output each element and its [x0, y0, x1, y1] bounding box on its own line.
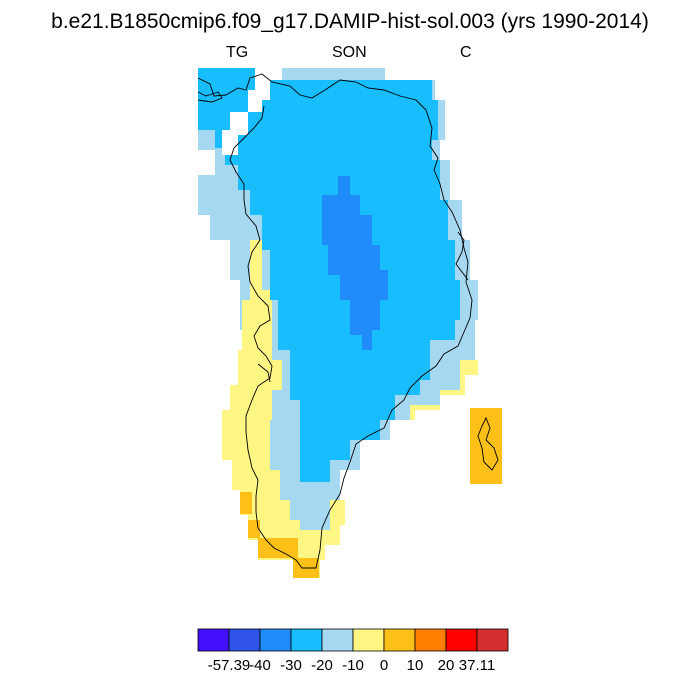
colorbar-tick-label: 10 — [407, 657, 424, 674]
plot-title: b.e21.B1850cmip6.f09_g17.DAMIP-hist-sol.… — [51, 10, 649, 33]
colorbar-tick-label: -30 — [280, 657, 302, 674]
season-label: SON — [332, 44, 367, 61]
units-label: C — [460, 44, 472, 61]
notch-nw-2 — [222, 112, 248, 155]
coastline-east-island — [477, 416, 499, 471]
region-orange-sw-1 — [240, 492, 252, 514]
notch-nw-3 — [198, 150, 215, 175]
colorbar-tick-label: -20 — [311, 657, 333, 674]
coastline-east-inlet — [455, 231, 469, 281]
coastline — [197, 73, 473, 569]
colorbar-tick-label: 20 — [438, 657, 455, 674]
colorbar-tick-label: 37.11 — [459, 657, 495, 674]
region-orange-south — [258, 538, 298, 558]
colorbar-swatch — [445, 628, 478, 652]
region-dark-blue — [322, 176, 388, 350]
colorbar-swatch — [228, 628, 261, 652]
region-yellow-west — [222, 240, 345, 578]
colorbar-swatch — [352, 628, 385, 652]
colorbar-tick-label: 0 — [380, 657, 388, 674]
colorbar-swatch — [197, 628, 230, 652]
coastline-nw-island — [197, 91, 223, 103]
region-orange-sw-2 — [248, 520, 260, 538]
region-orange-east — [470, 408, 502, 484]
coastline-west-inlet — [257, 363, 271, 383]
variable-label: TG — [226, 44, 249, 61]
colorbar-swatch — [259, 628, 292, 652]
colorbar-swatch — [414, 628, 447, 652]
notch-nw-1 — [248, 68, 282, 112]
colorbar-swatch — [321, 628, 354, 652]
colorbar-tick-label: -40 — [249, 657, 271, 674]
region-yellow-east — [410, 360, 478, 420]
colorbar-swatch — [290, 628, 323, 652]
colorbar-tick-label: -57.39 — [208, 657, 251, 674]
colorbar-tick-label: -10 — [342, 657, 364, 674]
colorbar-swatch — [476, 628, 509, 652]
colorbar-swatch — [383, 628, 416, 652]
